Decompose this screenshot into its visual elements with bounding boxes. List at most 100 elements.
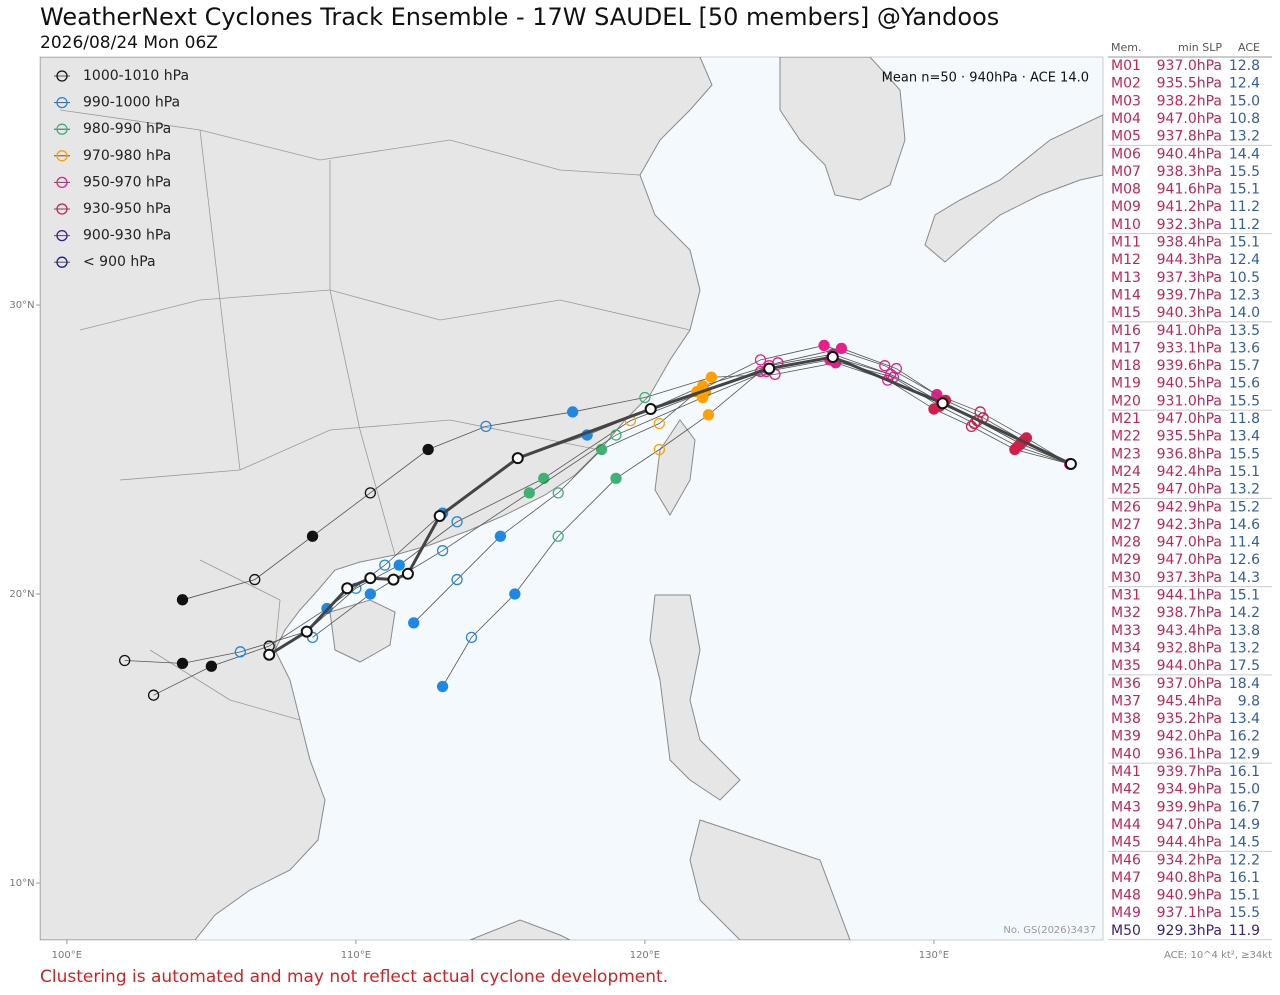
ace: 11.8 <box>1229 411 1260 427</box>
track-point <box>595 443 608 456</box>
ace: 14.6 <box>1229 517 1260 533</box>
min-slp: 947.0hPa <box>1157 817 1222 833</box>
min-slp: 938.4hPa <box>1157 235 1222 251</box>
ace: 13.2 <box>1229 482 1260 498</box>
min-slp: 942.3hPa <box>1157 517 1222 533</box>
min-slp: 944.4hPa <box>1157 835 1222 851</box>
ace: 15.5 <box>1229 446 1260 462</box>
legend-swatch <box>56 256 68 268</box>
map: 1000-1010 hPa 990-1000 hPa 980-990 hPa 970-… <box>39 56 1104 941</box>
ace: 15.1 <box>1229 888 1260 904</box>
track-point <box>702 409 715 421</box>
member-id: M35 <box>1111 658 1141 674</box>
track-point <box>234 646 246 658</box>
legend-swatch <box>56 203 68 215</box>
x-tick-label: 110°E <box>341 950 371 961</box>
visayas-mindanao <box>689 819 851 940</box>
mean-point <box>826 351 839 364</box>
min-slp: 941.2hPa <box>1157 199 1222 215</box>
track-point <box>879 360 891 372</box>
ace: 15.5 <box>1229 393 1260 409</box>
legend-swatch <box>56 96 68 109</box>
member-track <box>182 362 1070 601</box>
ace: 15.0 <box>1229 93 1260 109</box>
ace: 14.2 <box>1229 605 1260 621</box>
member-id: M04 <box>1111 111 1141 127</box>
member-id: M42 <box>1111 782 1141 798</box>
member-id: M17 <box>1111 340 1141 356</box>
member-id: M28 <box>1111 535 1141 551</box>
ace: 11.4 <box>1229 535 1260 551</box>
luzon <box>649 594 741 801</box>
ace-note: ACE: 10^4 kt², ≥34kt <box>1164 950 1272 961</box>
min-slp: 938.7hPa <box>1157 605 1222 621</box>
member-id: M43 <box>1111 799 1141 815</box>
min-slp: 932.3hPa <box>1157 217 1222 233</box>
min-slp: 947.0hPa <box>1157 482 1222 498</box>
member-id: M27 <box>1111 517 1141 533</box>
member-id: M24 <box>1111 464 1141 480</box>
track-point <box>408 617 420 629</box>
ace: 13.4 <box>1229 429 1260 445</box>
member-id: M14 <box>1111 287 1141 303</box>
min-slp: 933.1hPa <box>1157 340 1222 356</box>
ace: 15.0 <box>1229 782 1260 798</box>
track-point <box>480 420 492 433</box>
min-slp: 936.8hPa <box>1157 446 1222 462</box>
mean-point <box>300 625 313 638</box>
min-slp: 937.8hPa <box>1157 129 1222 145</box>
mainland <box>40 57 713 940</box>
member-track <box>124 347 1070 664</box>
min-slp: 931.0hPa <box>1157 393 1222 409</box>
ace: 13.8 <box>1229 623 1260 639</box>
min-slp: 941.0hPa <box>1157 323 1222 339</box>
member-id: M07 <box>1111 164 1141 180</box>
mean-point <box>644 403 657 416</box>
member-id: M48 <box>1111 888 1141 904</box>
member-id: M39 <box>1111 729 1141 745</box>
min-slp: 929.3hPa <box>1157 923 1222 939</box>
ace: 9.8 <box>1238 693 1260 709</box>
track-point <box>176 657 189 670</box>
track-point <box>882 374 894 386</box>
ace: 12.2 <box>1229 852 1260 868</box>
track-point <box>451 573 463 586</box>
member-id: M19 <box>1111 376 1141 392</box>
min-slp: 934.2hPa <box>1157 852 1222 868</box>
member-id: M15 <box>1111 305 1141 321</box>
track-point <box>639 391 651 404</box>
min-slp: 932.8hPa <box>1157 640 1222 656</box>
ace: 12.8 <box>1229 58 1260 74</box>
ace: 16.1 <box>1229 764 1260 780</box>
mean-point <box>936 397 949 410</box>
legend-label: 980-990 hPa <box>83 121 171 137</box>
member-id: M01 <box>1111 58 1141 74</box>
track-point <box>705 371 718 383</box>
member-id: M37 <box>1111 693 1141 709</box>
min-slp: 944.3hPa <box>1157 252 1222 268</box>
ace: 13.4 <box>1229 711 1260 727</box>
track-point <box>422 443 434 456</box>
ace: 13.2 <box>1229 640 1260 656</box>
member-id: M23 <box>1111 446 1141 462</box>
member-id: M31 <box>1111 588 1141 604</box>
ace: 14.4 <box>1229 146 1260 162</box>
x-tick-label: 120°E <box>630 950 660 961</box>
land-layer <box>40 57 1103 940</box>
province-borders <box>59 109 691 721</box>
ace: 15.1 <box>1229 182 1260 198</box>
member-id: M26 <box>1111 499 1141 515</box>
track-point <box>205 660 218 672</box>
legend-swatch <box>56 123 68 135</box>
member-id: M33 <box>1111 623 1141 639</box>
japan <box>924 114 1103 263</box>
mean-point <box>433 509 446 522</box>
track-point <box>567 406 579 418</box>
track-point <box>754 354 767 366</box>
track-point <box>379 559 391 571</box>
ace: 11.2 <box>1229 217 1260 233</box>
legend-label: 900-930 hPa <box>83 228 171 244</box>
member-table: Mem. min SLP ACE M01 937.0hPa 12.8 M02 935.5hPa… <box>1108 41 1272 941</box>
min-slp: 939.7hPa <box>1157 287 1222 303</box>
title: WeatherNext Cyclones Track Ensemble - 17… <box>40 3 999 31</box>
